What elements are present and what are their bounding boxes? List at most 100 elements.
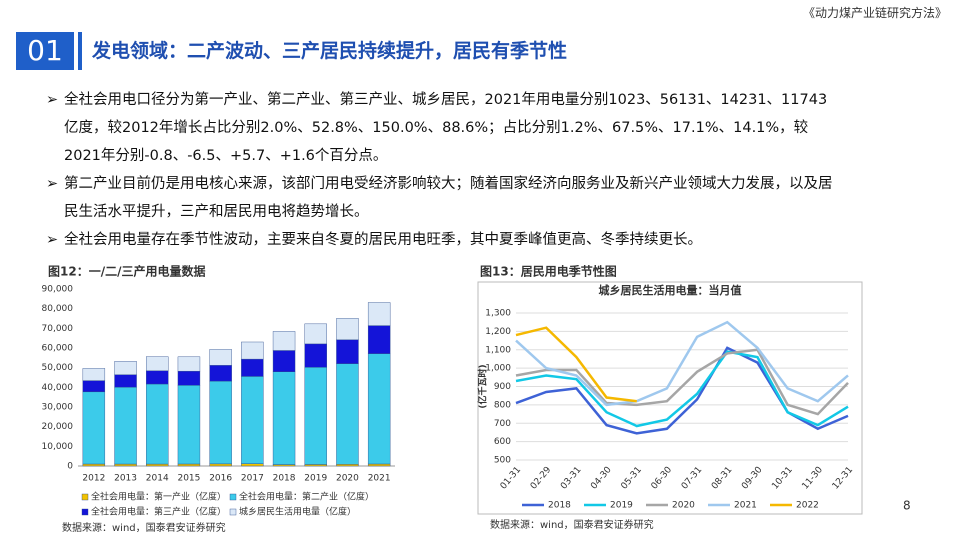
bar-segment — [367, 463, 391, 467]
x-tick-label: 05-31 — [619, 465, 643, 491]
section-number: 01 — [16, 32, 74, 70]
y-tick-label: 1,100 — [485, 345, 511, 355]
accent-bar — [78, 32, 82, 70]
x-tick-label: 2012 — [82, 474, 105, 484]
bar-segment — [241, 358, 264, 377]
x-tick-label: 11-30 — [801, 465, 826, 492]
line-series — [515, 350, 849, 428]
x-tick-label: 2014 — [146, 474, 169, 484]
bar-segment — [146, 356, 169, 372]
x-tick-label: 2021 — [368, 474, 391, 484]
doc-title: 《动力煤产业链研究方法》 — [802, 6, 947, 20]
bar-segment — [209, 349, 232, 366]
x-tick-label: 2017 — [241, 474, 264, 484]
y-tick-label: 700 — [494, 419, 511, 429]
bar-segment — [272, 350, 296, 372]
bar-segment — [177, 370, 201, 386]
y-tick-label: 900 — [494, 382, 511, 392]
legend-label: 2018 — [548, 501, 571, 511]
x-tick-label: 08-31 — [710, 465, 734, 491]
bar-segment — [82, 463, 106, 467]
x-tick-label: 09-30 — [740, 465, 765, 492]
chart-frame — [477, 281, 863, 515]
bar-segment — [82, 380, 106, 393]
bar-segment — [114, 386, 137, 465]
caption: 图12：一/二/三产用电量数据 — [48, 264, 205, 279]
legend-label: 全社会用电量：第三产业（亿度） — [91, 506, 226, 518]
bar-segment — [272, 331, 296, 351]
legend-label: 2022 — [796, 501, 819, 511]
y-tick-label: 500 — [494, 456, 511, 466]
line-series — [515, 326, 637, 403]
x-tick-label: 07-31 — [680, 465, 704, 491]
x-tick-label: 12-31 — [831, 465, 855, 491]
bar-segment — [336, 339, 359, 364]
bar-segment — [304, 343, 327, 368]
bar-segment — [336, 318, 359, 341]
y-tick-label: 800 — [494, 400, 511, 410]
x-tick-label: 2018 — [273, 474, 296, 484]
bar-segment — [209, 463, 232, 467]
legend-swatch — [81, 508, 89, 516]
source: 数据来源：wind，国泰君安证券研究 — [490, 518, 654, 531]
x-tick-label: 2016 — [209, 474, 232, 484]
x-tick-label: 03-31 — [559, 465, 583, 491]
bar-segment — [241, 341, 264, 360]
y-tick-label: 600 — [494, 437, 511, 447]
bar-segment — [177, 356, 201, 372]
bar-segment — [304, 323, 327, 345]
y-tick-label: 90,000 — [42, 285, 74, 295]
bullets: 全社会用电口径分为第一产业、第二产业、第三产业、城乡居民，2021年用电量分别1… — [46, 86, 836, 254]
bullet: 全社会用电口径分为第一产业、第二产业、第三产业、城乡居民，2021年用电量分别1… — [46, 86, 836, 170]
line-series — [515, 348, 849, 416]
bar-segment — [304, 367, 327, 465]
bar-segment — [367, 353, 391, 465]
bar-segment — [146, 463, 169, 467]
legend-label: 全社会用电量：第一产业（亿度） — [91, 491, 226, 503]
bar-segment — [146, 370, 169, 385]
y-tick-label: 70,000 — [42, 324, 74, 334]
bar-segment — [82, 391, 106, 465]
x-tick-label: 2013 — [114, 474, 137, 484]
x-tick-label: 10-31 — [770, 465, 794, 491]
x-tick-label: 2015 — [177, 474, 200, 484]
bar-segment — [146, 383, 169, 465]
bar-segment — [336, 363, 359, 465]
bar-segment — [367, 325, 391, 354]
source: 数据来源：wind，国泰君安证券研究 — [62, 521, 226, 534]
y-tick-label: 10,000 — [42, 442, 74, 452]
x-tick-label: 2020 — [336, 474, 359, 484]
bar-segment — [82, 368, 106, 381]
x-tick-label: 01-31 — [499, 465, 523, 491]
legend-label: 2019 — [610, 501, 633, 511]
page-number: 8 — [903, 499, 911, 513]
bar-segment — [367, 302, 391, 326]
bar-segment — [114, 361, 137, 375]
bar-segment — [336, 464, 359, 467]
y-tick-label: 20,000 — [42, 422, 74, 432]
y-axis-label: (亿千瓦时) — [477, 364, 489, 408]
bar-segment — [114, 374, 137, 388]
chart-title: 城乡居民生活用电量：当月值 — [599, 283, 742, 297]
section-title: 发电领域：二产波动、三产居民持续提升，居民有季节性 — [92, 40, 568, 62]
x-tick-label: 02-29 — [529, 465, 554, 492]
legend-label: 2020 — [672, 501, 695, 511]
legend-label: 2021 — [734, 501, 757, 511]
bar-segment — [209, 365, 232, 382]
bar-segment — [241, 463, 264, 467]
legend-swatch — [229, 508, 237, 516]
y-tick-label: 40,000 — [42, 383, 74, 393]
legend-label: 全社会用电量：第二产业（亿度） — [239, 491, 374, 503]
y-tick-label: 80,000 — [42, 304, 74, 314]
y-tick-label: 50,000 — [42, 363, 74, 373]
line-series — [515, 320, 849, 407]
bullet: 全社会用电量存在季节性波动，主要来自冬夏的居民用电旺季，其中夏季峰值更高、冬季持… — [46, 226, 836, 254]
x-tick-label: 06-30 — [650, 465, 675, 492]
x-tick-label: 2019 — [304, 474, 327, 484]
bar-segment — [272, 371, 296, 465]
x-tick-label: 04-30 — [589, 465, 614, 492]
y-tick-label: 60,000 — [42, 344, 74, 354]
caption: 图13：居民用电季节性图 — [480, 264, 617, 279]
